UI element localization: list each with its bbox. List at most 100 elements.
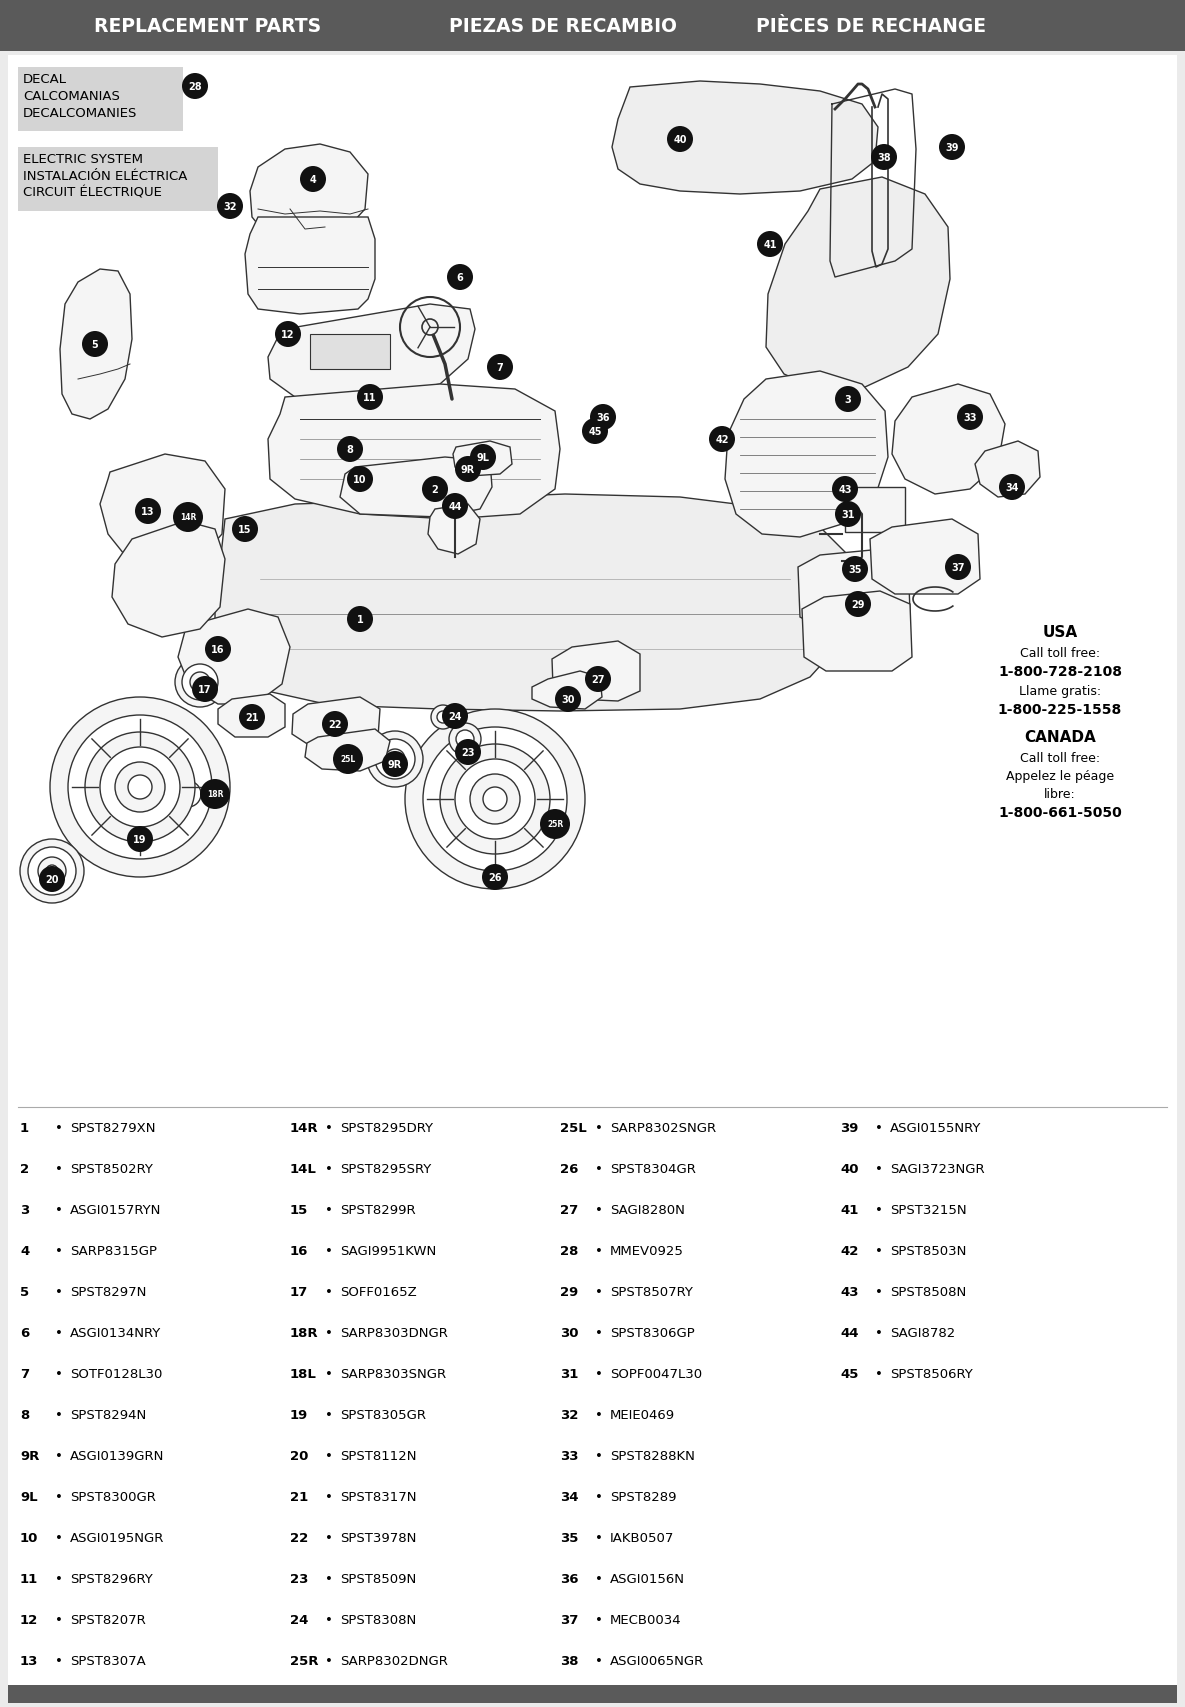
Circle shape: [582, 418, 608, 446]
Text: 17: 17: [198, 685, 212, 695]
Text: 9L: 9L: [20, 1490, 38, 1504]
Polygon shape: [766, 178, 950, 389]
Text: •: •: [55, 1572, 63, 1586]
Text: SPST8294N: SPST8294N: [70, 1408, 146, 1422]
Text: 18R: 18R: [290, 1326, 319, 1340]
Circle shape: [447, 265, 473, 290]
Bar: [18, 149, 218, 212]
Text: 31: 31: [561, 1367, 578, 1381]
Text: 45: 45: [840, 1367, 858, 1381]
Circle shape: [50, 698, 230, 877]
Text: 25R: 25R: [290, 1654, 319, 1668]
Polygon shape: [292, 698, 380, 749]
Text: SPST8304GR: SPST8304GR: [610, 1162, 696, 1176]
Text: 31: 31: [841, 510, 854, 519]
Text: SPST8299R: SPST8299R: [340, 1203, 416, 1217]
Circle shape: [440, 744, 550, 855]
Circle shape: [175, 657, 225, 708]
Polygon shape: [268, 306, 475, 399]
Text: •: •: [595, 1285, 603, 1299]
Text: •: •: [595, 1203, 603, 1217]
Text: 23: 23: [461, 748, 475, 758]
Polygon shape: [552, 642, 640, 702]
Text: SAGI8782: SAGI8782: [890, 1326, 955, 1340]
Text: 18R: 18R: [206, 790, 223, 799]
Text: 39: 39: [946, 143, 959, 154]
Circle shape: [135, 498, 161, 524]
Text: •: •: [595, 1449, 603, 1463]
Text: 26: 26: [488, 872, 501, 883]
Text: 25L: 25L: [561, 1121, 587, 1135]
Circle shape: [470, 446, 497, 471]
Text: 14L: 14L: [290, 1162, 316, 1176]
Text: 22: 22: [328, 720, 341, 729]
Text: 36: 36: [561, 1572, 578, 1586]
Circle shape: [175, 782, 201, 807]
Text: 28: 28: [188, 82, 201, 92]
Text: 28: 28: [561, 1244, 578, 1258]
Text: 40: 40: [673, 135, 687, 145]
Polygon shape: [892, 384, 1005, 495]
Text: 4: 4: [20, 1244, 30, 1258]
Bar: [310, 335, 390, 370]
Text: 29: 29: [561, 1285, 578, 1299]
Text: 37: 37: [952, 563, 965, 572]
Text: •: •: [325, 1203, 333, 1217]
Circle shape: [456, 731, 474, 749]
Circle shape: [46, 865, 58, 877]
Text: SARP8302DNGR: SARP8302DNGR: [340, 1654, 448, 1668]
Text: SAGI3723NGR: SAGI3723NGR: [890, 1162, 985, 1176]
Circle shape: [333, 744, 363, 775]
Text: •: •: [325, 1531, 333, 1545]
Text: •: •: [875, 1121, 883, 1135]
Text: 34: 34: [561, 1490, 578, 1504]
Polygon shape: [802, 592, 912, 671]
Text: ELECTRIC SYSTEM
INSTALACIÓN ELÉCTRICA
CIRCUIT ÉLECTRIQUE: ELECTRIC SYSTEM INSTALACIÓN ELÉCTRICA CI…: [23, 154, 187, 200]
Text: •: •: [875, 1326, 883, 1340]
Text: 44: 44: [840, 1326, 858, 1340]
Text: •: •: [595, 1162, 603, 1176]
Text: 24: 24: [290, 1613, 308, 1627]
Text: 20: 20: [290, 1449, 308, 1463]
Text: 17: 17: [290, 1285, 308, 1299]
Text: 14R: 14R: [180, 514, 197, 522]
Text: 10: 10: [353, 475, 366, 485]
Text: •: •: [325, 1121, 333, 1135]
Polygon shape: [340, 457, 492, 517]
Text: •: •: [325, 1490, 333, 1504]
Circle shape: [871, 145, 897, 171]
Text: SPST8305GR: SPST8305GR: [340, 1408, 425, 1422]
Circle shape: [944, 555, 971, 580]
Text: 5: 5: [20, 1285, 30, 1299]
Text: SPST8506RY: SPST8506RY: [890, 1367, 973, 1381]
Bar: [845, 488, 905, 533]
Text: 9R: 9R: [20, 1449, 39, 1463]
Text: 27: 27: [561, 1203, 578, 1217]
Text: 40: 40: [840, 1162, 858, 1176]
Text: •: •: [55, 1326, 63, 1340]
Text: SPST8307A: SPST8307A: [70, 1654, 146, 1668]
Circle shape: [957, 405, 984, 430]
Text: 34: 34: [1005, 483, 1019, 493]
Circle shape: [82, 331, 108, 358]
Polygon shape: [611, 82, 878, 195]
Text: MECB0034: MECB0034: [610, 1613, 681, 1627]
Text: 11: 11: [20, 1572, 38, 1586]
Bar: [8, 1685, 1177, 1704]
Text: •: •: [875, 1367, 883, 1381]
Polygon shape: [870, 519, 980, 594]
Text: 22: 22: [290, 1531, 308, 1545]
Text: •: •: [55, 1449, 63, 1463]
Circle shape: [422, 476, 448, 502]
Circle shape: [85, 732, 196, 843]
Circle shape: [28, 847, 76, 896]
Circle shape: [405, 710, 585, 889]
Text: SPST8295SRY: SPST8295SRY: [340, 1162, 431, 1176]
Text: ASGI0155NRY: ASGI0155NRY: [890, 1121, 981, 1135]
Text: ASGI0195NGR: ASGI0195NGR: [70, 1531, 165, 1545]
Text: •: •: [595, 1121, 603, 1135]
Text: 4: 4: [309, 174, 316, 184]
Text: SPST8297N: SPST8297N: [70, 1285, 147, 1299]
Circle shape: [555, 686, 581, 712]
Circle shape: [709, 427, 735, 452]
